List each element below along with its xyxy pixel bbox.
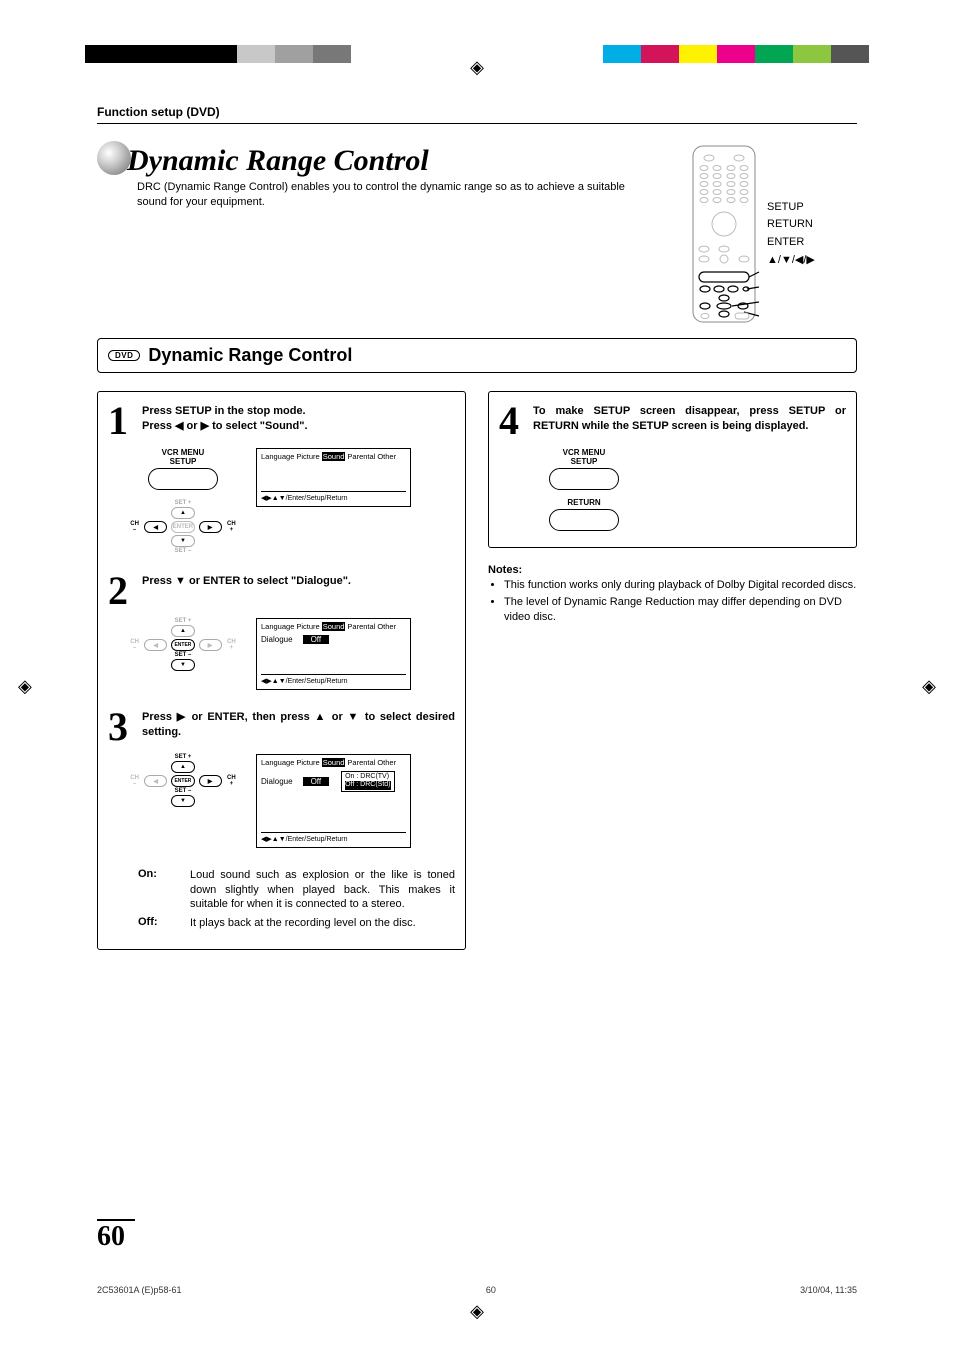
btn-down: ▼ (171, 659, 195, 671)
footer-left: 2C53601A (E)p58-61 (97, 1285, 182, 1295)
return-button-shape (549, 509, 619, 531)
def-on-text: Loud sound such as explosion or the like… (190, 868, 455, 913)
osd-tab: Picture (296, 452, 319, 461)
remote-label-setup: SETUP (767, 199, 815, 217)
title-ornament-dot (97, 141, 131, 175)
notes-title: Notes: (488, 564, 857, 576)
step1-line1: Press SETUP in the stop mode. (142, 404, 308, 419)
step-number-1: 1 (108, 404, 136, 438)
step3-text: Press ▶ or ENTER, then press ▲ or ▼ to s… (142, 710, 455, 744)
step1-remote-label2: SETUP (128, 457, 238, 466)
label-ch-minus: CH – (128, 521, 141, 533)
btn-down: ▼ (171, 535, 195, 547)
def-off-text: It plays back at the recording level on … (190, 916, 416, 931)
step-number-3: 3 (108, 710, 136, 744)
btn-left: ◀ (144, 775, 167, 787)
osd-tab: Other (377, 452, 396, 461)
btn-right: ▶ (199, 775, 222, 787)
setup-button-shape (549, 468, 619, 490)
notes-block: Notes: This function works only during p… (488, 564, 857, 625)
btn-up: ▲ (171, 507, 195, 519)
section-bar-title: Dynamic Range Control (148, 345, 352, 366)
btn-left: ◀ (144, 521, 167, 533)
footer-right: 3/10/04, 11:35 (800, 1285, 857, 1295)
osd-popup: On : DRC(TV) Off : DRC(Std) (341, 771, 394, 792)
step-number-4: 4 (499, 404, 527, 438)
section-header: Function setup (DVD) (97, 105, 857, 124)
label-set-plus: SET + (128, 500, 238, 506)
return-label: RETURN (539, 498, 629, 507)
section-bar: DVD Dynamic Range Control (97, 338, 857, 373)
step2-osd: Language Picture Sound Parental Other Di… (256, 618, 411, 690)
note-item: The level of Dynamic Range Reduction may… (504, 595, 857, 625)
registration-mark-top: ◈ (470, 57, 484, 78)
footer-center: 60 (486, 1285, 496, 1295)
dvd-badge: DVD (108, 350, 140, 361)
step3-osd: Language Picture Sound Parental Other Di… (256, 754, 411, 848)
step4-remote-mini: VCR MENU SETUP RETURN (539, 448, 629, 531)
label-ch-plus: CH + (225, 521, 238, 533)
title-text: Dynamic Range Control (127, 144, 429, 177)
note-item: This function works only during playback… (504, 578, 857, 593)
btn-enter: ENTER (171, 775, 194, 787)
remote-label-arrows: ▲/▼/◀/▶ (767, 252, 815, 270)
step3-definitions: On: Loud sound such as explosion or the … (138, 868, 455, 931)
crop-mark-right: ◈ (922, 676, 936, 697)
step4-text: To make SETUP screen disappear, press SE… (533, 404, 846, 438)
registration-mark-bottom: ◈ (0, 1301, 954, 1322)
footer-info: 2C53601A (E)p58-61 60 3/10/04, 11:35 (97, 1285, 857, 1295)
step2-remote-mini: SET + ▲ CH – ◀ ENTER ▶ CH + SET – ▼ (128, 618, 238, 672)
page-number: 60 (97, 1219, 135, 1253)
page-title: Dynamic Range Control (97, 144, 667, 178)
osd-tab: Parental (347, 452, 375, 461)
step1-line2: Press ◀ or ▶ to select "Sound". (142, 419, 308, 434)
btn-up: ▲ (171, 625, 195, 637)
btn-right: ▶ (199, 521, 222, 533)
btn-enter: ENTER (171, 639, 194, 651)
osd-tab-active: Sound (322, 452, 346, 461)
def-on-label: On: (138, 868, 170, 913)
btn-right: ▶ (199, 639, 222, 651)
btn-up: ▲ (171, 761, 195, 773)
step3-remote-mini: SET + ▲ CH – ◀ ENTER ▶ CH + SET – ▼ (128, 754, 238, 808)
title-subtitle: DRC (Dynamic Range Control) enables you … (137, 180, 657, 210)
crop-mark-left: ◈ (18, 676, 32, 697)
btn-enter: ENTER (171, 521, 194, 533)
setup-button-shape (148, 468, 218, 490)
remote-label-return: RETURN (767, 216, 815, 234)
osd-footer: ◀▶▲▼/Enter/Setup/Return (261, 491, 406, 502)
step1-remote-mini: VCR MENU SETUP SET + ▲ CH – ◀ ENTER ▶ CH… (128, 448, 238, 554)
osd-row-label: Dialogue (261, 635, 293, 644)
steps-box-right: 4 To make SETUP screen disappear, press … (488, 391, 857, 548)
print-marks: ◈ (0, 45, 954, 75)
osd-row-value: Off (303, 635, 330, 644)
btn-down: ▼ (171, 795, 195, 807)
steps-box-left: 1 Press SETUP in the stop mode. Press ◀ … (97, 391, 466, 950)
osd-tab: Language (261, 452, 294, 461)
step1-osd: Language Picture Sound Parental Other ◀▶… (256, 448, 411, 507)
label-set-minus: SET – (128, 548, 238, 554)
remote-label-enter: ENTER (767, 234, 815, 252)
btn-left: ◀ (144, 639, 167, 651)
remote-icon (687, 144, 761, 324)
step1-remote-label1: VCR MENU (128, 448, 238, 457)
step-number-2: 2 (108, 574, 136, 608)
step2-text: Press ▼ or ENTER to select "Dialogue". (142, 574, 351, 608)
page-content: Function setup (DVD) Dynamic Range Contr… (97, 105, 857, 1225)
remote-illustration: SETUP RETURN ENTER ▲/▼/◀/▶ (687, 144, 857, 324)
def-off-label: Off: (138, 916, 170, 931)
